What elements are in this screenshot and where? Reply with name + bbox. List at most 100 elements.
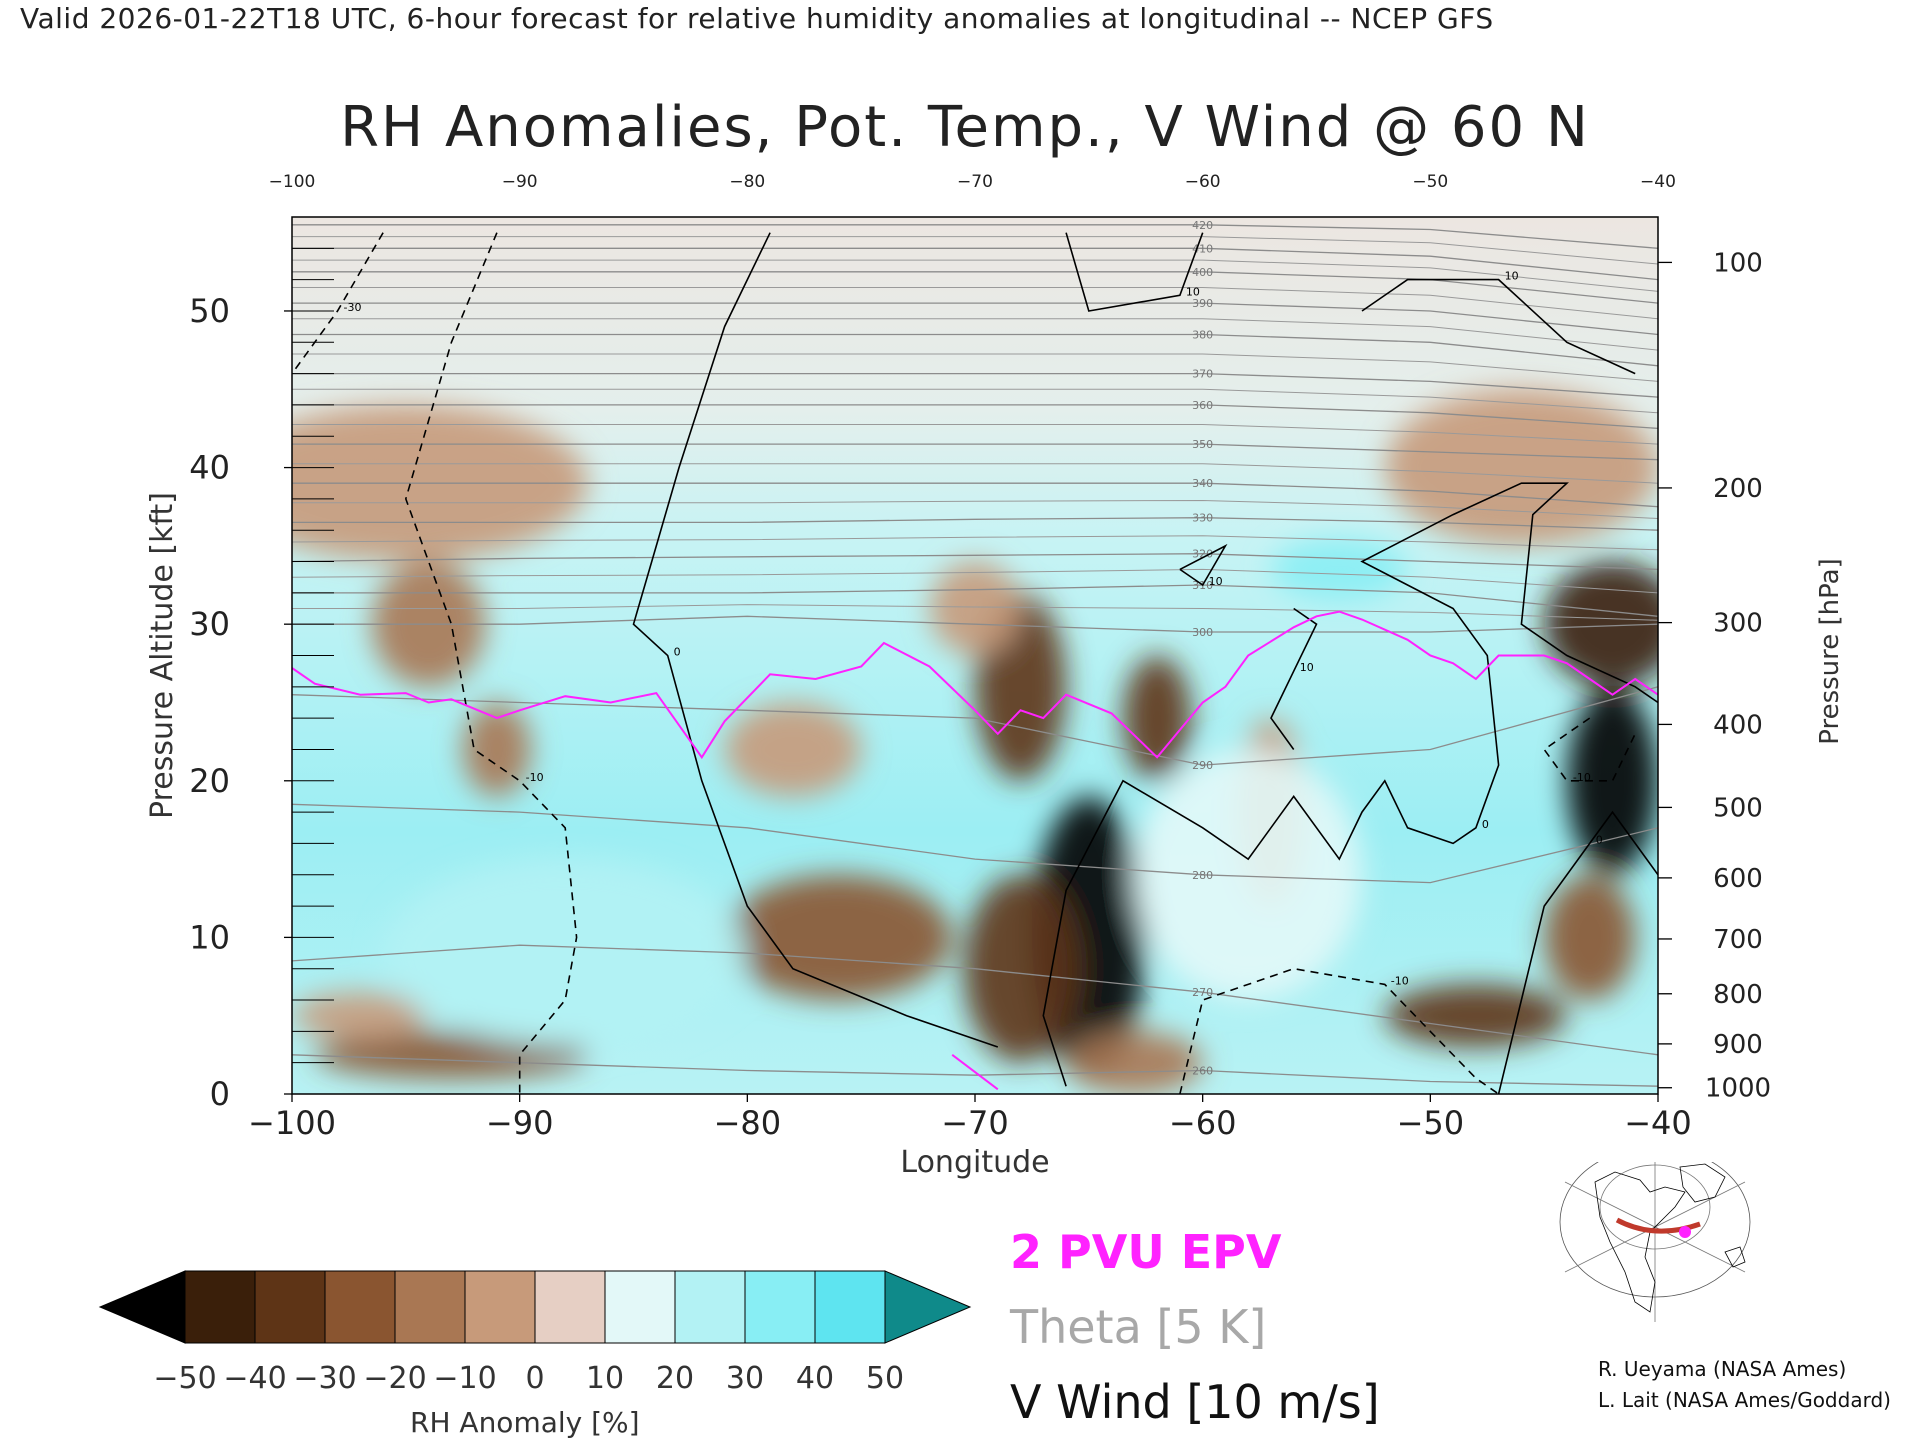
rh-anomaly-blob <box>462 702 532 797</box>
x-tick-label: −60 <box>1169 1104 1237 1142</box>
vwind-contour-line <box>1543 717 1636 782</box>
pressure-tick-label: 900 <box>1713 1030 1763 1060</box>
y-axis-label: Pressure Altitude [kft] <box>145 492 180 819</box>
theta-contour-minor <box>292 463 1658 484</box>
theta-contour-label: 320 <box>1192 548 1213 561</box>
theta-contour-line <box>292 482 1658 508</box>
locator-map <box>1559 1162 1751 1322</box>
rh-anomaly-blob <box>929 561 1021 656</box>
theta-contour-label: 370 <box>1192 368 1213 381</box>
rh-anomaly-blobs <box>292 389 1658 1094</box>
theta-contour-minor <box>292 353 1658 382</box>
theta-contour-line <box>292 333 1658 367</box>
pressure-tick-label: 400 <box>1713 710 1763 740</box>
theta-contour-label: 350 <box>1192 438 1213 451</box>
theta-contour-line <box>292 686 1658 766</box>
theta-contour-label: 300 <box>1192 626 1213 639</box>
theta-contour-label: 420 <box>1192 219 1213 232</box>
theta-contour-label: 290 <box>1192 759 1213 772</box>
section-line <box>1615 1217 1701 1234</box>
theta-contour-line <box>292 443 1658 461</box>
colorbar-tick-label: 40 <box>796 1361 834 1396</box>
theta-contour-label: 380 <box>1192 328 1213 341</box>
x-tick-label: −70 <box>941 1104 1009 1142</box>
rh-anomaly-blob <box>1384 984 1567 1048</box>
theta-contour-line <box>292 517 1658 531</box>
rh-anomaly-blob <box>1544 874 1636 1001</box>
theta-contour-label: 260 <box>1192 1065 1213 1078</box>
y-tick-label: 20 <box>189 762 230 800</box>
legend-vwind: V Wind [10 m/s] <box>1010 1375 1380 1429</box>
theta-contour-label: 280 <box>1192 869 1213 882</box>
y-tick-label: 50 <box>189 292 230 330</box>
vwind-contour-line <box>1042 482 1658 1087</box>
rh-anomaly-blob <box>1544 561 1658 687</box>
colorbar-segment <box>744 1270 816 1344</box>
theta-contour-line <box>292 404 1658 430</box>
theta-contour-minor <box>292 259 1658 292</box>
colorbar-label: RH Anomaly [%] <box>410 1406 640 1439</box>
colorbar-tick-label: 10 <box>586 1361 624 1396</box>
vwind-contour-label: -10 <box>526 771 544 784</box>
x-tick-label: −50 <box>1397 1104 1465 1142</box>
colorbar-segment <box>184 1270 256 1344</box>
theta-contour-label: 270 <box>1192 986 1213 999</box>
theta-contour-line <box>292 224 1658 249</box>
legend-theta: Theta [5 K] <box>1010 1300 1267 1354</box>
colorbar-segment <box>324 1270 396 1344</box>
vwind-contour-line <box>1065 232 1204 312</box>
vwind-contour-line <box>1497 810 1658 1094</box>
pressure-tick-label: 800 <box>1713 980 1763 1010</box>
vwind-contour-label: -10 <box>1391 974 1409 987</box>
axes: −100 −100 −90 −90 −80 −80 −70 −70 −60 −60 −50 −50 −4… <box>145 172 1845 1180</box>
section-marker <box>1679 1226 1691 1238</box>
rh-anomaly-blob <box>383 859 748 1048</box>
vwind-contour-label: 0 <box>674 646 681 659</box>
y2-axis-label: Pressure [hPa] <box>1815 558 1845 745</box>
vwind-contour-line <box>1179 543 1228 587</box>
colorbar-tick-label: −20 <box>363 1361 426 1396</box>
theta-contour-label: 390 <box>1192 297 1213 310</box>
x-top-tick-label: −40 <box>1640 172 1676 192</box>
rh-anomaly-blob <box>1134 749 1363 1001</box>
theta-contour-minor <box>292 499 1658 519</box>
x-tick-label: −40 <box>1624 1104 1692 1142</box>
pressure-tick-label: 200 <box>1713 474 1763 504</box>
chart-title: RH Anomalies, Pot. Temp., V Wind @ 60 N <box>340 95 1590 160</box>
colorbar-tick-label: 0 <box>525 1361 544 1396</box>
colorbar-segment <box>814 1270 886 1344</box>
x-top-tick-label: −60 <box>1185 172 1221 192</box>
vwind-contour-label: 10 <box>1300 661 1314 674</box>
colorbar-tick-label: −40 <box>223 1361 286 1396</box>
vwind-contour-label: -10 <box>1573 771 1591 784</box>
pv2-surface-segment <box>951 1054 999 1091</box>
vwind-contour-line <box>1361 278 1636 375</box>
rh-anomaly-blob <box>1566 686 1658 875</box>
y-tick-label: 10 <box>189 918 230 956</box>
rh-anomaly-field <box>292 389 1658 1094</box>
colorbar: −50 −40 −30 −20 −10 0 10 20 30 40 50 <box>98 1270 972 1396</box>
colorbar-segment <box>674 1270 746 1344</box>
legend-epv: 2 PVU EPV <box>1010 1225 1282 1279</box>
theta-contour-minor <box>292 535 1658 551</box>
rh-anomaly-blob <box>1122 655 1192 781</box>
colorbar-over-arrow <box>884 1270 972 1344</box>
vwind-contour-line <box>632 232 999 1048</box>
colorbar-tick-label: 20 <box>656 1361 694 1396</box>
pressure-tick-label: 500 <box>1713 793 1763 823</box>
theta-contours: 2602702802903003103203303403503603703803… <box>292 219 1658 1087</box>
theta-contour-line <box>292 302 1658 336</box>
colorbar-segment <box>464 1270 536 1344</box>
vwind-contour-label: 10 <box>1186 285 1200 298</box>
colorbar-tick-label: −10 <box>433 1361 496 1396</box>
vwind-contour-label: -30 <box>344 301 362 314</box>
y-tick-label: 30 <box>189 605 230 643</box>
rh-anomaly-blob <box>1270 538 1408 601</box>
pressure-tick-label: 700 <box>1713 925 1763 955</box>
vwind-contour-label: 0 <box>1596 833 1603 846</box>
theta-contour-line <box>292 615 1658 633</box>
rh-anomaly-blob <box>724 702 862 797</box>
theta-contour-minor <box>292 568 1658 594</box>
pv2-polyline <box>292 610 1658 760</box>
